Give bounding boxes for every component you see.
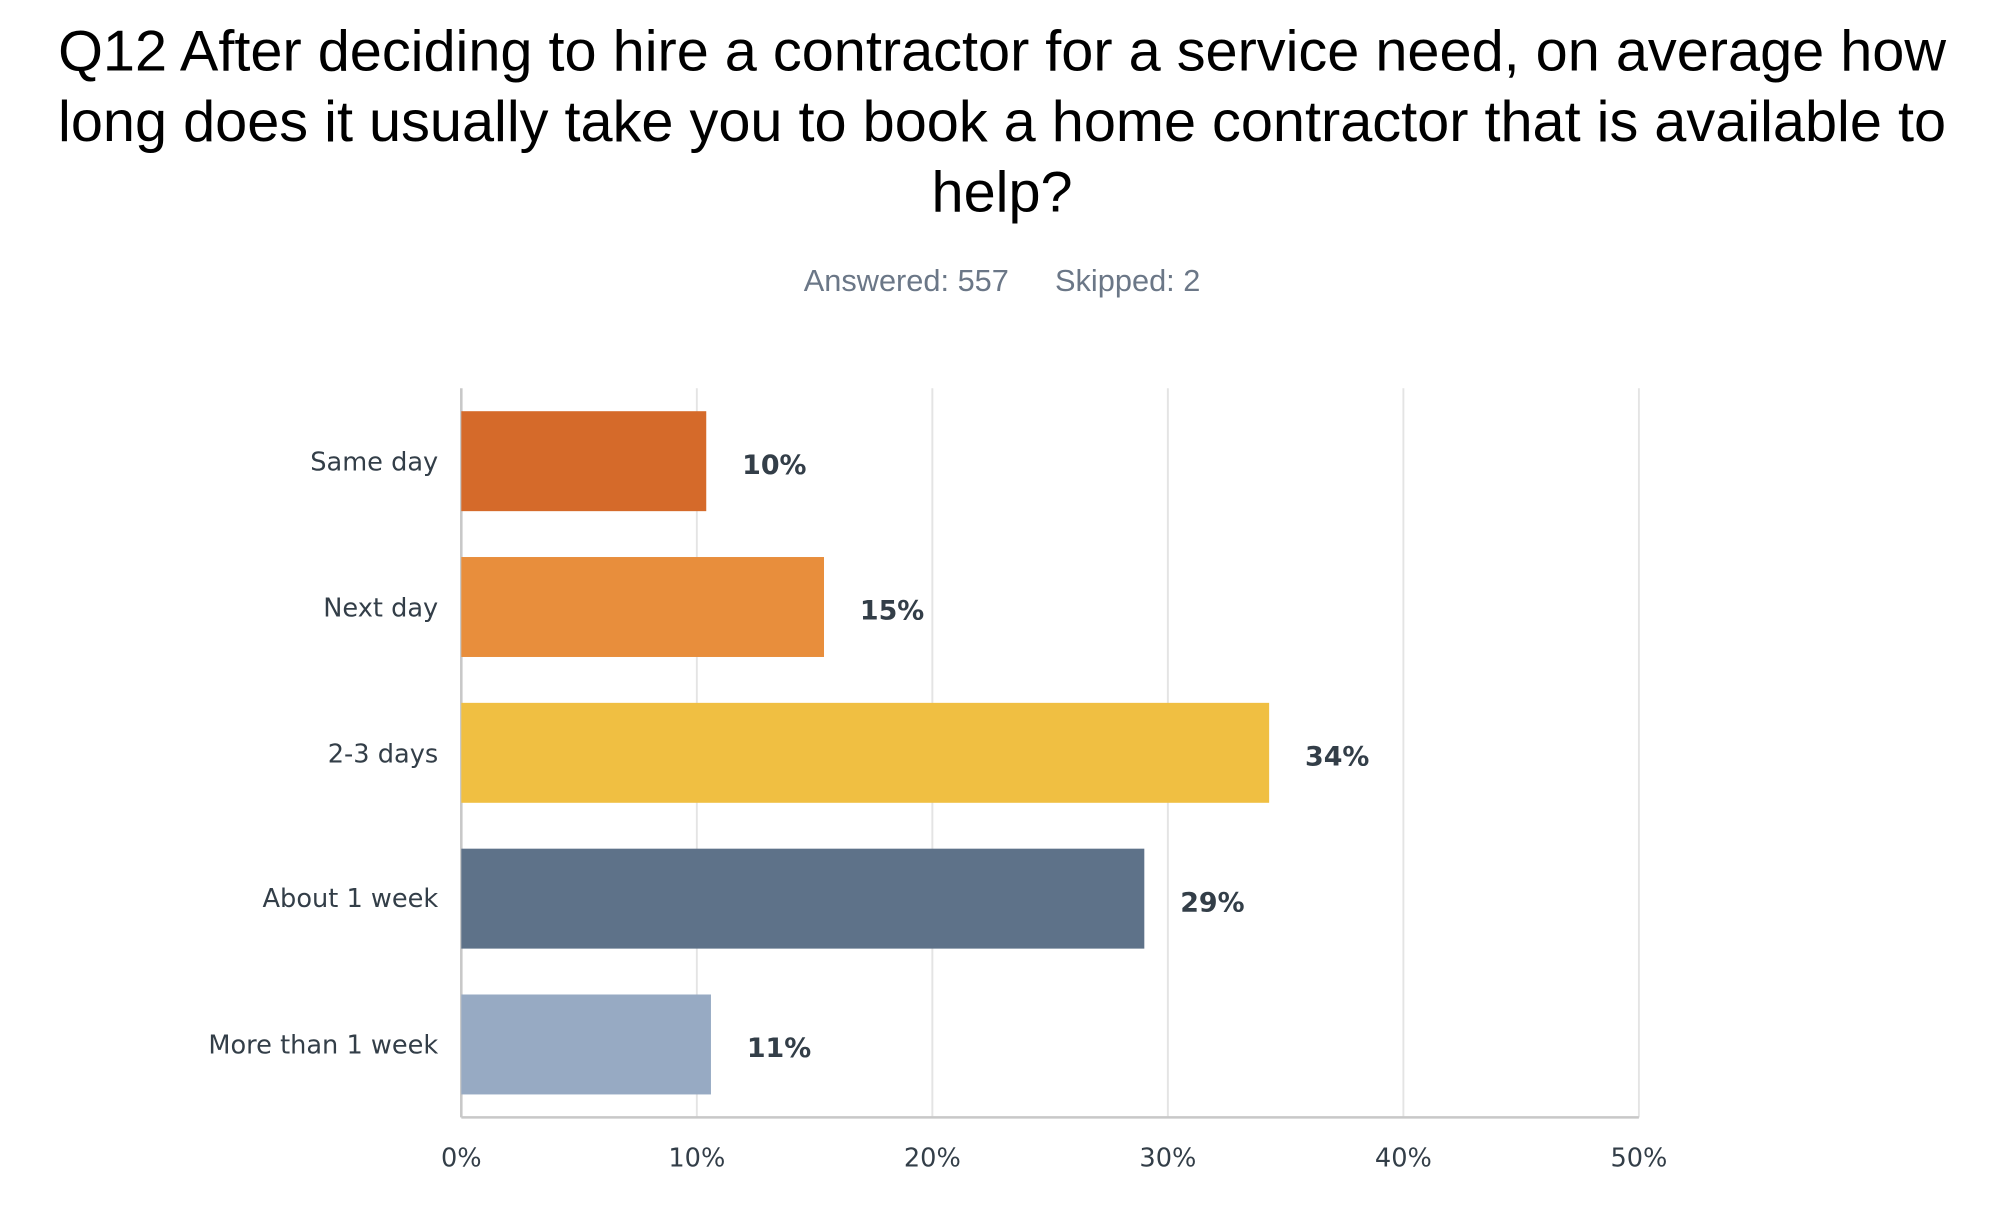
y-tick-label: About 1 week	[262, 883, 439, 915]
value-label: 34%	[1305, 741, 1369, 772]
bar	[461, 848, 1145, 949]
x-tick-label: 20%	[904, 1144, 961, 1174]
chart-title: Q12 After deciding to hire a contractor …	[58, 17, 1947, 225]
response-counts: Answered: 557 Skipped: 2	[0, 264, 2004, 300]
y-tick-label: Next day	[323, 591, 439, 623]
x-tick-label: 40%	[1375, 1144, 1432, 1174]
skipped: Skipped: 2	[1055, 263, 1201, 299]
x-tick-label: 50%	[1610, 1144, 1667, 1174]
y-tick-label: More than 1 week	[208, 1029, 439, 1060]
bar	[461, 702, 1270, 803]
bar	[461, 557, 825, 657]
x-tick-label: 0%	[441, 1144, 482, 1174]
y-tick-label: Same day	[310, 445, 439, 477]
value-label: 10%	[742, 450, 806, 481]
value-label: 29%	[1180, 887, 1244, 918]
x-tick-label: 10%	[668, 1144, 725, 1174]
value-label: 11%	[747, 1033, 811, 1064]
bar	[461, 994, 711, 1095]
value-label: 15%	[860, 596, 924, 627]
answered: Answered: 557	[803, 263, 1009, 299]
y-tick-label: 2-3 days	[327, 737, 439, 769]
bar	[461, 411, 707, 512]
x-tick-label: 30%	[1139, 1144, 1196, 1174]
